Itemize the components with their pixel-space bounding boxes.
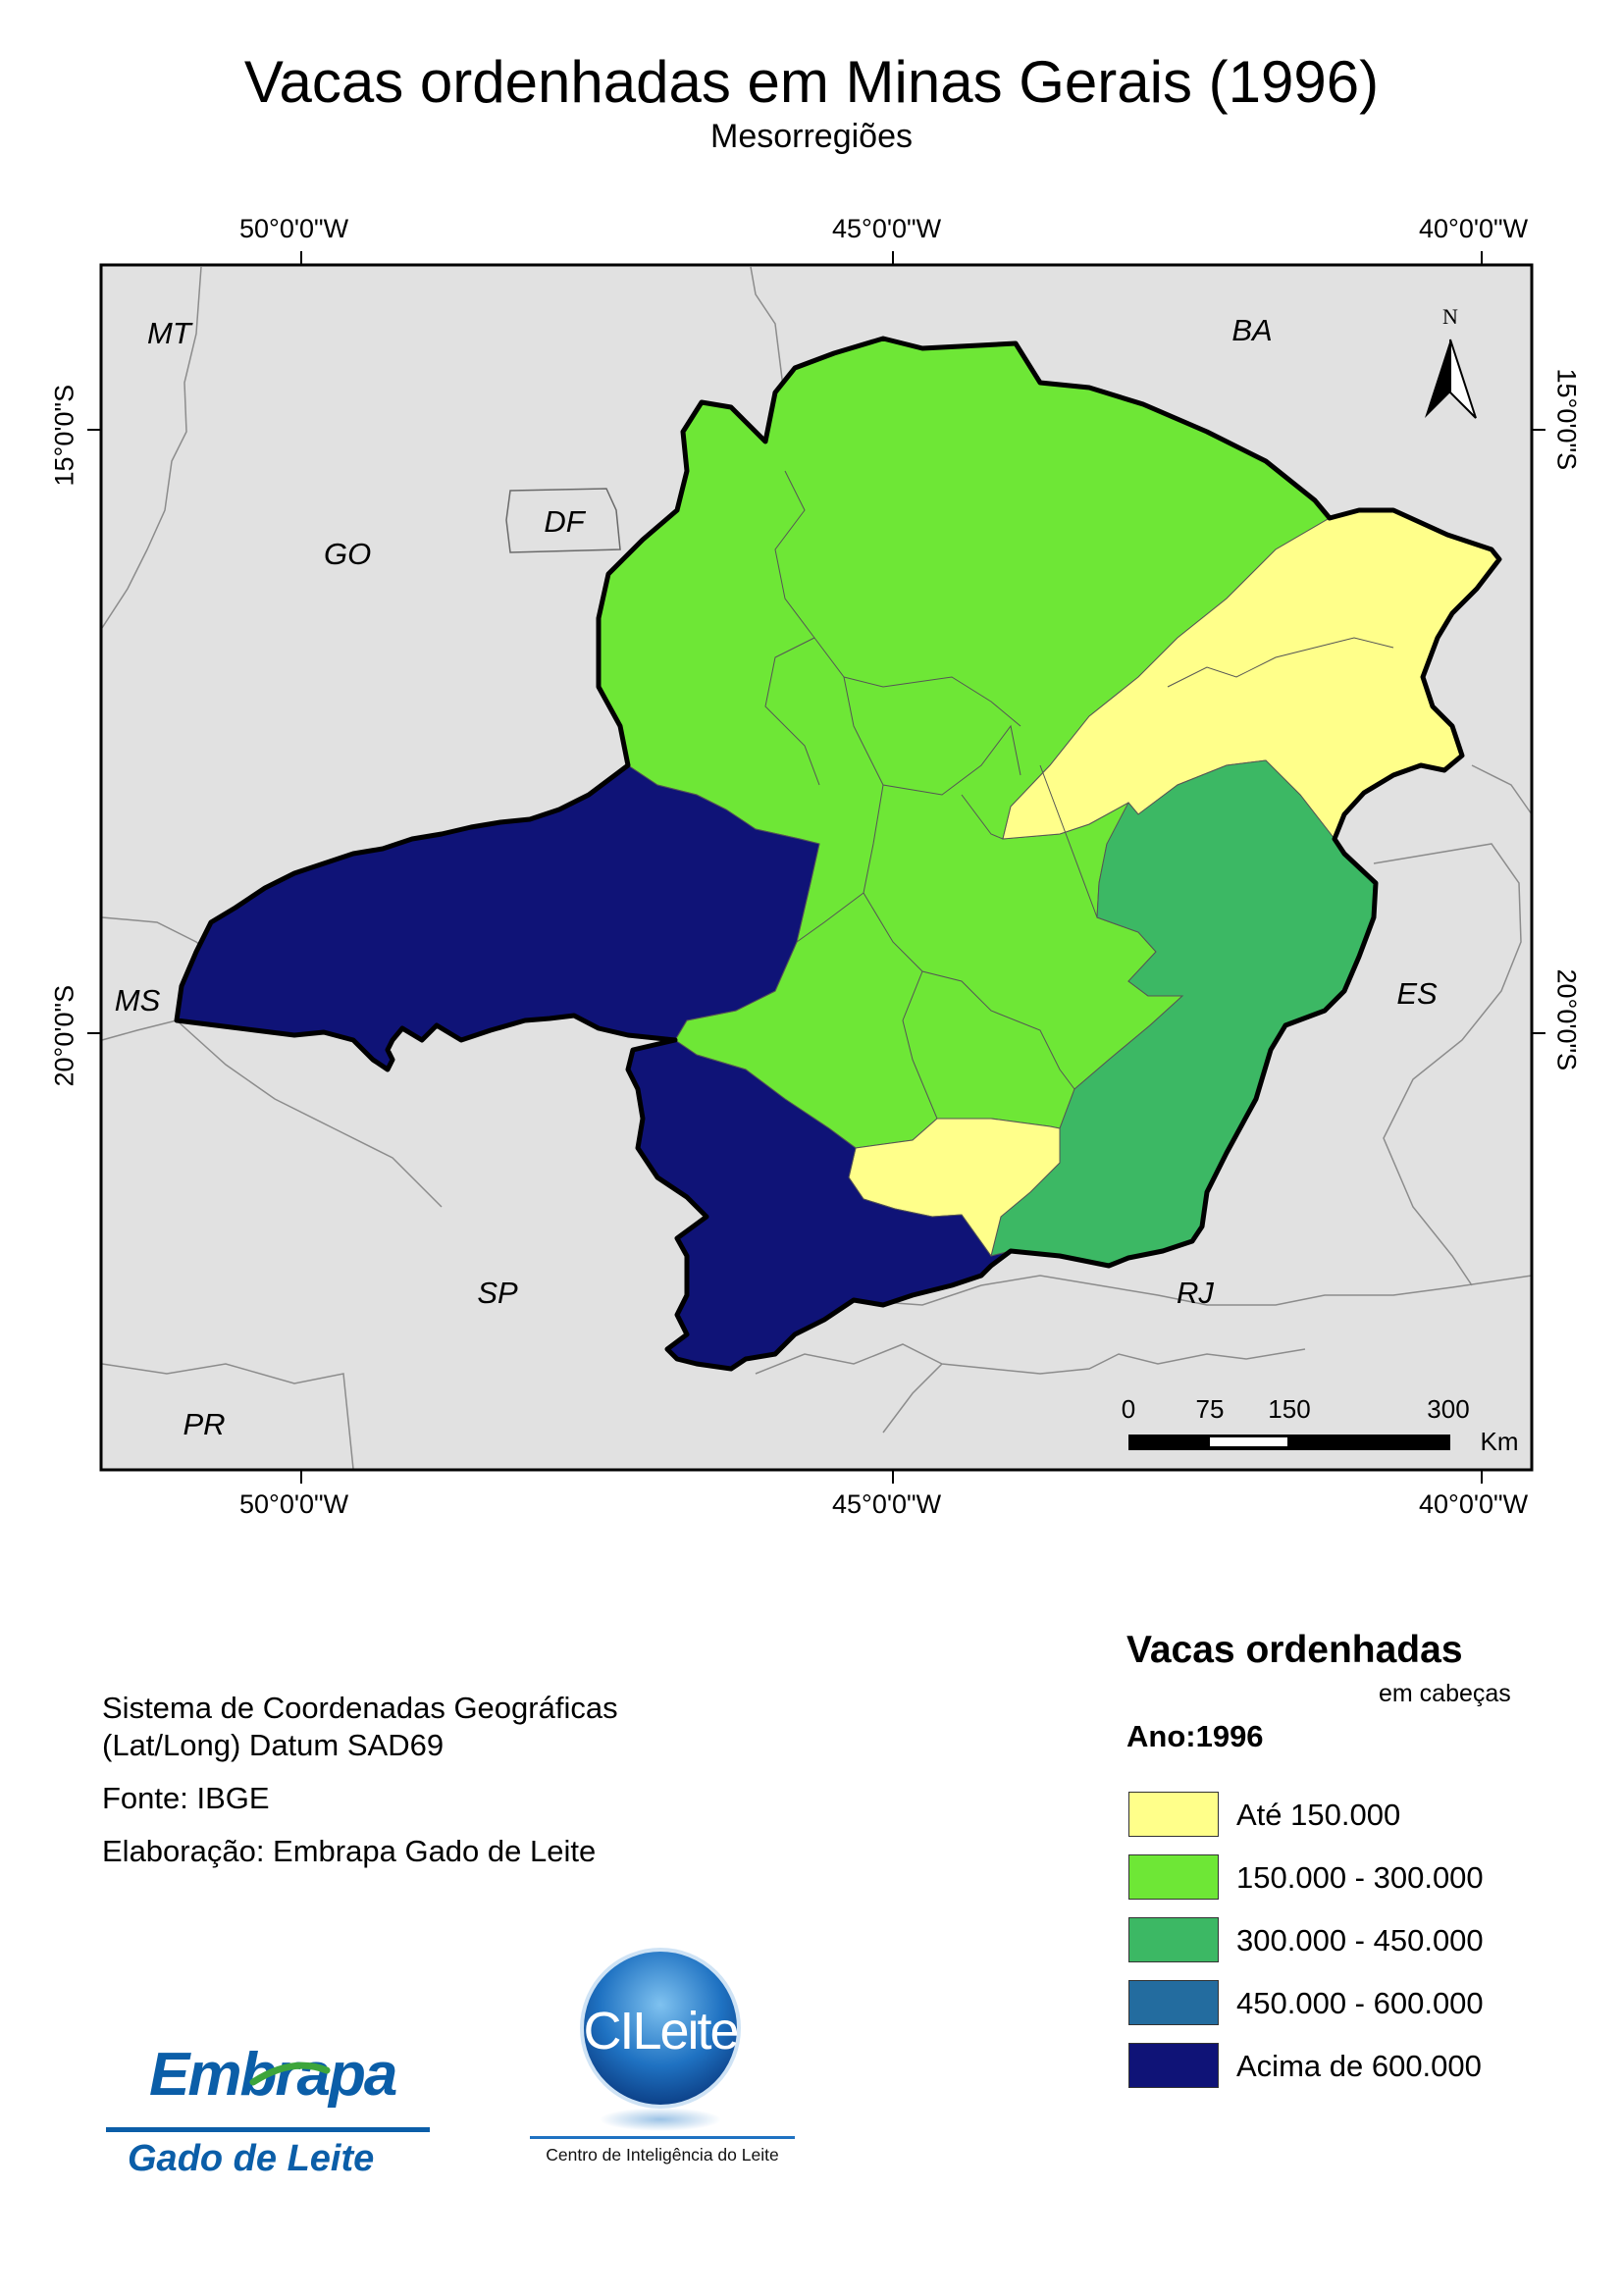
cileite-caption: Centro de Inteligência do Leite: [546, 2145, 778, 2165]
legend-swatch: [1128, 1980, 1219, 2025]
state-label-df: DF: [544, 504, 586, 539]
lon-label-bottom-mid: 45°0'0"W: [832, 1489, 942, 1519]
embrapa-subtitle: Gado de Leite: [128, 2138, 374, 2179]
crs-line-2: (Lat/Long) Datum SAD69: [102, 1728, 445, 1762]
scale-tick-300: 300: [1427, 1394, 1469, 1424]
legend-label: Acima de 600.000: [1236, 2049, 1482, 2083]
crs-line-1: Sistema de Coordenadas Geográficas: [102, 1691, 618, 1725]
lon-label-top-mid: 45°0'0"W: [832, 214, 942, 243]
legend-label: 450.000 - 600.000: [1236, 1986, 1484, 2020]
cileite-logo: CILeite Centro de Inteligência do Leite: [530, 1948, 795, 2165]
internal-boundaries: [764, 470, 1394, 1120]
author-text: Elaboração: Embrapa Gado de Leite: [102, 1834, 597, 1868]
map-frame: N 0 75 150 300 Km MT GO DF BA MS ES SP R…: [87, 251, 1545, 1484]
state-outline-mg: [174, 336, 1502, 1372]
north-arrow-letter: N: [1442, 304, 1458, 329]
source-text: Fonte: IBGE: [102, 1781, 270, 1815]
state-label-ms: MS: [115, 983, 161, 1018]
state-label-pr: PR: [183, 1407, 225, 1441]
legend-title: Vacas ordenhadas: [1126, 1629, 1463, 1671]
scale-tick-150: 150: [1268, 1394, 1310, 1424]
lon-label-top-left: 50°0'0"W: [239, 214, 349, 243]
legend-swatch: [1128, 2043, 1219, 2088]
state-labels: MT GO DF BA MS ES SP RJ PR: [115, 313, 1438, 1441]
legend-year: Ano:1996: [1126, 1719, 1264, 1753]
state-label-sp: SP: [477, 1276, 518, 1310]
scale-bar: 0 75 150 300 Km: [1122, 1394, 1519, 1456]
lon-label-top-right: 40°0'0"W: [1419, 214, 1529, 243]
df-boundary: [505, 488, 621, 553]
north-arrow: N: [1425, 304, 1477, 419]
legend-swatch: [1128, 1792, 1219, 1837]
lon-label-bottom-left: 50°0'0"W: [239, 1489, 349, 1519]
scale-tick-0: 0: [1122, 1394, 1135, 1424]
embrapa-logo: Embrapa Gado de Leite: [106, 2011, 457, 2183]
scale-unit: Km: [1481, 1427, 1519, 1456]
legend-label: 150.000 - 300.000: [1236, 1860, 1484, 1895]
map-subtitle: Mesorregiões: [710, 118, 913, 155]
cileite-wordmark: CILeite: [583, 2002, 737, 2061]
state-label-mt: MT: [147, 316, 193, 350]
state-label-rj: RJ: [1177, 1276, 1214, 1310]
scale-tick-75: 75: [1196, 1394, 1225, 1424]
graticule-ticks: [87, 251, 1545, 1484]
map-border: [99, 263, 1534, 1472]
state-label-es: ES: [1396, 976, 1438, 1011]
map-title: Vacas ordenhadas em Minas Gerais (1996): [243, 49, 1380, 115]
legend-swatch: [1128, 1854, 1219, 1900]
legend-swatch: [1128, 1917, 1219, 1962]
legend-subtitle: em cabeças: [1379, 1680, 1511, 1707]
state-label-go: GO: [324, 537, 371, 571]
legend-label: Até 150.000: [1236, 1798, 1401, 1832]
lon-label-bottom-right: 40°0'0"W: [1419, 1489, 1529, 1519]
legend-label: 300.000 - 450.000: [1236, 1923, 1484, 1957]
state-label-ba: BA: [1231, 313, 1272, 347]
